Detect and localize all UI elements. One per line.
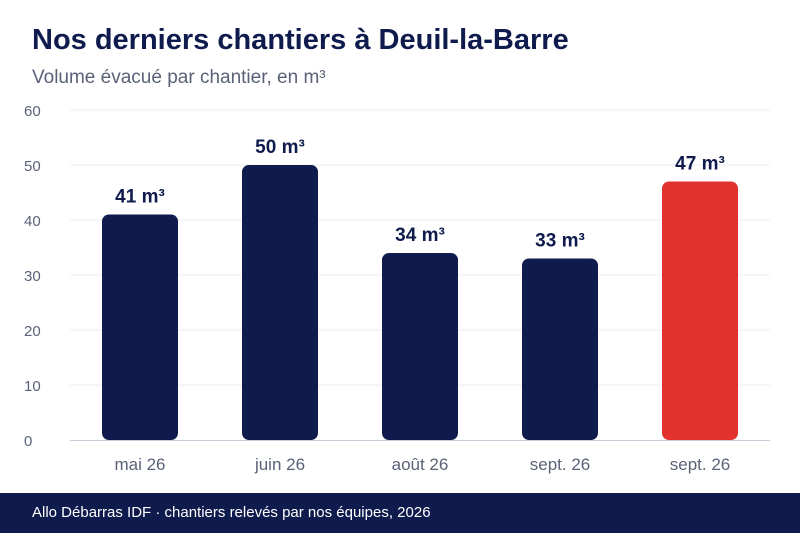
chart-title: Nos derniers chantiers à Deuil-la-Barre [32, 24, 569, 56]
data-labels: 41 m³ 50 m³ 34 m³ 33 m³ 47 m³ [115, 137, 725, 252]
x-axis-ticks: mai 26 juin 26 août 26 sept. 26 sept. 26 [114, 455, 730, 474]
bar-5 [662, 181, 738, 440]
y-tick-label: 10 [24, 378, 41, 395]
data-label-5: 47 m³ [675, 154, 725, 175]
x-tick-label-1: mai 26 [114, 455, 165, 474]
data-label-3: 34 m³ [395, 225, 445, 246]
y-tick-label: 0 [24, 433, 32, 450]
x-tick-label-2: juin 26 [254, 455, 305, 474]
footer-source: Allo Débarras IDF · chantiers relevés pa… [32, 504, 431, 521]
bar-3 [382, 253, 458, 440]
data-label-4: 33 m³ [535, 231, 585, 252]
bar-1 [102, 214, 178, 440]
y-tick-label: 30 [24, 268, 41, 285]
y-axis-ticks: 0 10 20 30 40 50 60 [24, 103, 41, 450]
x-tick-label-3: août 26 [392, 455, 449, 474]
bar-4 [522, 258, 598, 440]
footer-bar: Allo Débarras IDF · chantiers relevés pa… [0, 493, 800, 533]
y-tick-label: 60 [24, 103, 41, 120]
bar-2 [242, 165, 318, 440]
x-tick-label-4: sept. 26 [530, 455, 591, 474]
data-label-2: 50 m³ [255, 137, 305, 158]
y-tick-label: 40 [24, 213, 41, 230]
bars [102, 165, 738, 440]
chart-subtitle: Volume évacué par chantier, en m³ [32, 67, 326, 88]
x-tick-label-5: sept. 26 [670, 455, 731, 474]
y-tick-label: 20 [24, 323, 41, 340]
y-tick-label: 50 [24, 158, 41, 175]
data-label-1: 41 m³ [115, 187, 165, 208]
